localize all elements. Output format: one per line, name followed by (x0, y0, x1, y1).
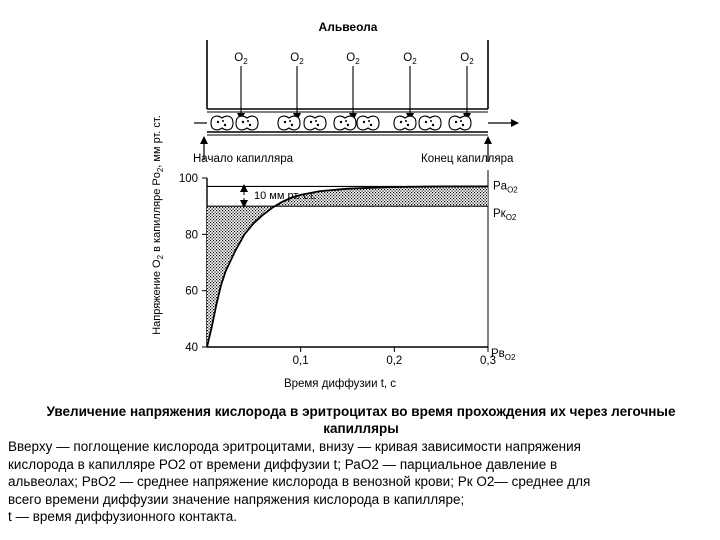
red-blood-cell (235, 115, 259, 131)
shaded-area-right (274, 186, 488, 207)
red-blood-cell (333, 115, 357, 131)
o2-arrows: O2 O2 O2 O2 O2 (234, 52, 474, 121)
red-blood-cell (303, 115, 327, 131)
capillary-end-label: Конец капилляра (421, 153, 514, 165)
red-blood-cell (418, 115, 442, 131)
red-blood-cell (393, 115, 417, 131)
y-tick-label: 60 (185, 286, 198, 298)
red-blood-cell (277, 115, 301, 131)
red-blood-cell (356, 115, 380, 131)
shaded-area-left (207, 206, 275, 347)
pv-o2-label: PвO2 (491, 348, 516, 362)
alveola-box (206, 40, 489, 113)
figure-caption: Увеличение напряжения кислорода в эритро… (8, 403, 714, 526)
gradient-label: 10 мм рт. ст. (254, 190, 316, 202)
red-blood-cells (210, 115, 472, 131)
y-axis-label: Напряжение O2 в капилляре Po2, мм рт. ст… (151, 115, 165, 335)
y-tick-label: 80 (185, 229, 198, 241)
y-tick-label: 40 (185, 342, 198, 354)
o2-label: O2 (346, 52, 360, 66)
capillary (194, 119, 519, 136)
caption-line: Вверху — поглощение кислорода эритроцита… (8, 439, 581, 454)
pa-o2-label: PaO2 (493, 180, 518, 194)
o2-label: O2 (290, 52, 304, 66)
caption-line: альвеолах; РвО2 — среднее напряжение кис… (8, 474, 591, 490)
x-axis-label: Время диффузии t, с (284, 378, 396, 390)
o2-label: O2 (234, 52, 248, 66)
caption-line: t — время диффузионного контакта. (8, 509, 237, 525)
caption-title: Увеличение напряжения кислорода в эритро… (46, 404, 676, 436)
alveola-label: Альвеола (319, 20, 378, 34)
o2-label: O2 (460, 52, 474, 66)
pk-o2-label: PкO2 (493, 208, 517, 222)
po2-chart: 40 60 80 100 0,1 0,2 0,3 (179, 170, 496, 367)
caption-line: кислорода в капилляре РО2 от времени диф… (8, 456, 558, 472)
red-blood-cell (210, 115, 234, 131)
caption-line: всего времени диффузии значение напряжен… (8, 491, 465, 507)
o2-label: O2 (403, 52, 417, 66)
y-tick-label: 100 (179, 173, 198, 185)
po2-curve (206, 185, 488, 348)
red-blood-cell (448, 115, 472, 131)
x-tick-label: 0,3 (480, 355, 496, 367)
caption-body: Вверху — поглощение кислорода эритроцита… (8, 438, 714, 526)
x-tick-label: 0,2 (386, 355, 402, 367)
capillary-start-label: Начало капилляра (193, 153, 294, 165)
x-tick-label: 0,1 (293, 355, 309, 367)
oxygen-diffusion-diagram: Альвеола O2 O2 O2 O2 O2 Начало капилляра Кон… (151, 20, 519, 390)
